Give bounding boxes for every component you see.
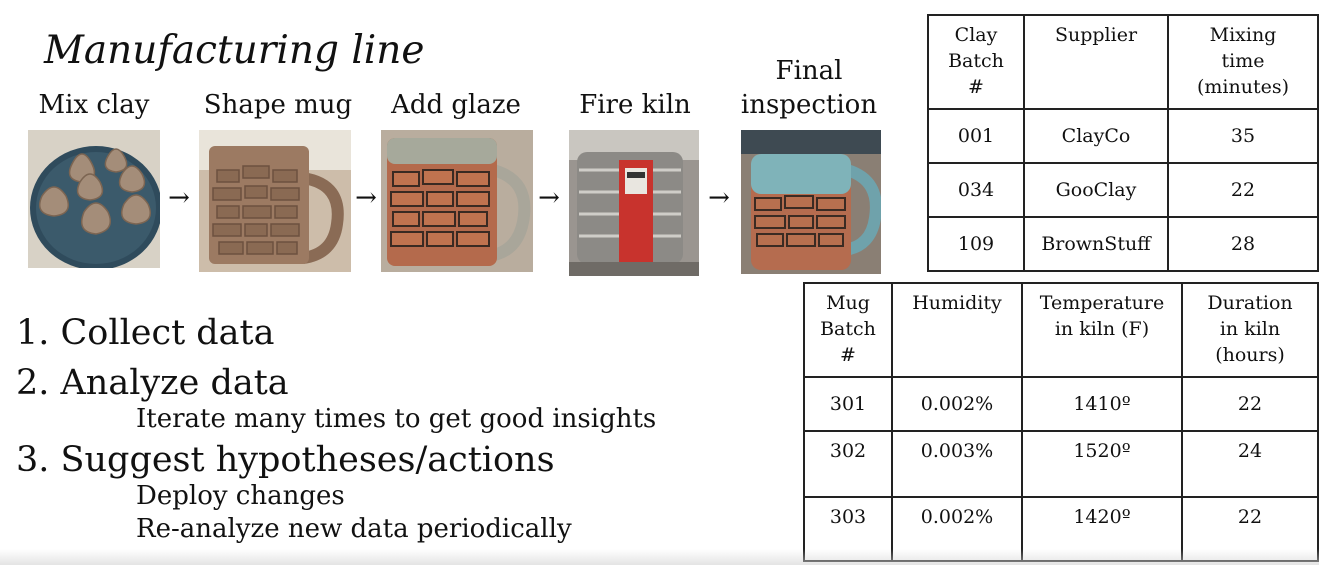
clay-header-mixing-time: Mixing time (minutes) — [1167, 14, 1319, 110]
step-label-final-inspection: Final inspection — [734, 54, 884, 122]
step-label-shape-mug: Shape mug — [203, 90, 353, 120]
mug-cell-temperature: 1410º — [1021, 376, 1183, 432]
sub-item: Re-analyze new data periodically — [136, 514, 572, 544]
sub-item: Iterate many times to get good insights — [136, 404, 657, 434]
clay-batch-table: Clay Batch # Supplier Mixing time (minut… — [927, 14, 1319, 272]
mug-header-temperature: Temperature in kiln (F) — [1021, 282, 1183, 378]
header-line: Clay — [954, 24, 998, 46]
header-line: # — [840, 344, 856, 366]
final-inspection-photo — [741, 130, 881, 274]
clay-cell-mixing: 28 — [1167, 216, 1319, 272]
arrow-2: → — [355, 183, 377, 213]
mug-header-batch: Mug Batch # — [803, 282, 893, 378]
arrow-3: → — [538, 183, 560, 213]
step-label-add-glaze: Add glaze — [391, 90, 521, 120]
unglazed-mug-image — [199, 130, 351, 272]
header-line: Batch — [820, 318, 876, 340]
header-line: time — [1221, 50, 1265, 72]
analysis-steps-list: 1. Collect data 2. Analyze data Iterate … — [16, 314, 656, 545]
glazed-mug-image — [381, 130, 533, 272]
list-item: 3. Suggest hypotheses/actions — [16, 440, 555, 480]
header-line: Temperature — [1039, 292, 1165, 314]
step-label-final-line1: Final — [775, 56, 843, 86]
mug-header-humidity: Humidity — [891, 282, 1023, 378]
clay-cell-mixing: 22 — [1167, 162, 1319, 218]
header-line: (minutes) — [1196, 76, 1290, 98]
header-line: in kiln — [1219, 318, 1281, 340]
finished-mug-image — [741, 130, 881, 274]
header-line: # — [968, 76, 984, 98]
header-line: Supplier — [1054, 24, 1138, 46]
table-row: 302 0.003% 1520º 24 — [803, 430, 1319, 498]
mug-cell-humidity: 0.003% — [891, 430, 1023, 498]
clay-cell-supplier: BrownStuff — [1023, 216, 1169, 272]
table-row: 301 0.002% 1410º 22 — [803, 376, 1319, 432]
clay-cell-supplier: GooClay — [1023, 162, 1169, 218]
header-line: Mixing — [1209, 24, 1277, 46]
bottom-shadow — [0, 549, 1319, 565]
header-line: Mug — [826, 292, 870, 314]
page-title: Manufacturing line — [44, 28, 425, 73]
mix-clay-photo — [28, 130, 160, 268]
list-item: 1. Collect data — [16, 313, 275, 353]
mug-header-duration: Duration in kiln (hours) — [1181, 282, 1319, 378]
header-line: Batch — [948, 50, 1004, 72]
fire-kiln-photo — [569, 130, 699, 276]
step-label-final-line2: inspection — [740, 90, 878, 120]
arrow-1: → — [168, 183, 190, 213]
mug-table-header-row: Mug Batch # Humidity Temperature in kiln… — [803, 282, 1319, 378]
step-label-mix-clay: Mix clay — [38, 90, 150, 120]
add-glaze-photo — [381, 130, 533, 272]
mug-batch-table: Mug Batch # Humidity Temperature in kiln… — [803, 282, 1319, 562]
arrow-4: → — [708, 183, 730, 213]
list-item: 2. Analyze data — [16, 363, 289, 403]
mug-cell-batch: 301 — [803, 376, 893, 432]
table-row: 109 BrownStuff 28 — [927, 216, 1319, 272]
header-line: Duration — [1207, 292, 1293, 314]
sub-item: Deploy changes — [136, 481, 345, 511]
mug-cell-temperature: 1520º — [1021, 430, 1183, 498]
mug-cell-duration: 22 — [1181, 376, 1319, 432]
kiln-image — [569, 130, 699, 276]
clay-table-header-row: Clay Batch # Supplier Mixing time (minut… — [927, 14, 1319, 110]
clay-cell-supplier: ClayCo — [1023, 108, 1169, 164]
mug-cell-humidity: 0.002% — [891, 376, 1023, 432]
clay-cell-batch: 109 — [927, 216, 1025, 272]
clay-cell-batch: 001 — [927, 108, 1025, 164]
clay-balls-image — [28, 130, 160, 268]
table-row: 034 GooClay 22 — [927, 162, 1319, 218]
shape-mug-photo — [199, 130, 351, 272]
table-row: 001 ClayCo 35 — [927, 108, 1319, 164]
clay-header-supplier: Supplier — [1023, 14, 1169, 110]
clay-header-batch: Clay Batch # — [927, 14, 1025, 110]
header-line: Humidity — [912, 292, 1002, 314]
header-line: (hours) — [1215, 344, 1285, 366]
header-line: in kiln (F) — [1054, 318, 1150, 340]
mug-cell-duration: 24 — [1181, 430, 1319, 498]
clay-cell-batch: 034 — [927, 162, 1025, 218]
step-label-fire-kiln: Fire kiln — [579, 90, 691, 120]
clay-cell-mixing: 35 — [1167, 108, 1319, 164]
mug-cell-batch: 302 — [803, 430, 893, 498]
